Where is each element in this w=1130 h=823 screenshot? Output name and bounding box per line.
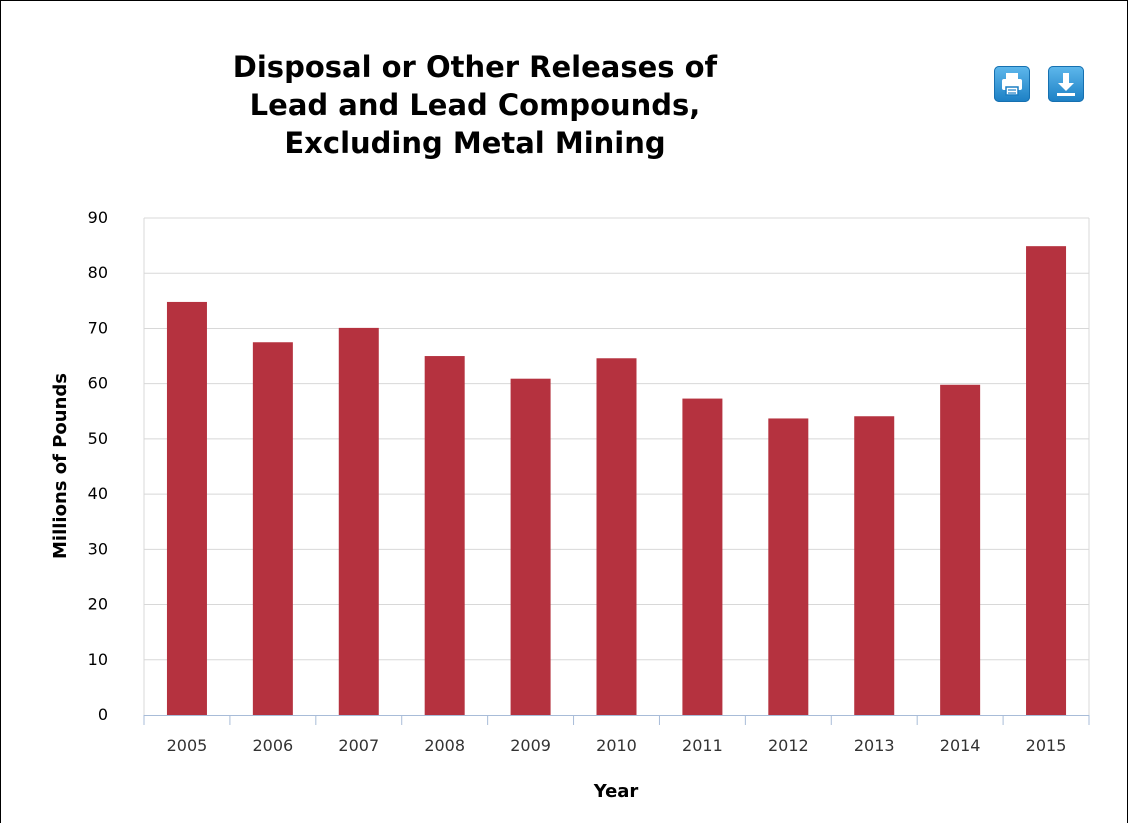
x-axis-title: Year: [593, 781, 639, 802]
y-tick-label: 60: [88, 374, 108, 393]
y-tick-label: 70: [88, 318, 108, 337]
y-axis-title: Millions of Pounds: [50, 373, 71, 559]
x-tick-label: 2006: [253, 736, 294, 755]
x-tick-label: 2005: [167, 736, 208, 755]
bar-2012[interactable]: [768, 418, 809, 715]
bar-2011[interactable]: [682, 398, 723, 715]
chart-title-line-1: Disposal or Other Releases of: [232, 50, 718, 84]
x-tick-label: 2015: [1026, 736, 1067, 755]
bar-2005[interactable]: [166, 301, 207, 715]
x-tick-label: 2009: [510, 736, 551, 755]
bars: [166, 246, 1067, 715]
y-tick-label: 80: [88, 263, 108, 282]
y-tick-label: 50: [88, 429, 108, 448]
x-tick-label: 2010: [596, 736, 637, 755]
bar-2014[interactable]: [940, 384, 981, 715]
chart-title-line-2: Lead and Lead Compounds,: [249, 88, 701, 122]
chart-title: Disposal or Other Releases of Lead and L…: [190, 48, 760, 162]
download-icon: [1057, 73, 1075, 96]
bar-2010[interactable]: [596, 358, 637, 715]
x-tick-label: 2014: [940, 736, 981, 755]
bar-2009[interactable]: [510, 378, 551, 715]
print-button[interactable]: [994, 66, 1030, 102]
x-tick-label: 2007: [338, 736, 379, 755]
bar-2013[interactable]: [854, 416, 895, 715]
x-tick-label: 2008: [424, 736, 465, 755]
y-tick-label: 20: [88, 595, 108, 614]
y-tick-label: 0: [98, 705, 108, 724]
chart-title-line-3: Excluding Metal Mining: [284, 126, 666, 160]
bar-2007[interactable]: [338, 327, 379, 715]
bar-2008[interactable]: [424, 356, 465, 715]
y-tick-label: 10: [88, 650, 108, 669]
bar-2006[interactable]: [252, 342, 293, 715]
x-tick-label: 2011: [682, 736, 723, 755]
print-icon: [1002, 73, 1022, 96]
y-tick-label: 30: [88, 539, 108, 558]
download-button[interactable]: [1048, 66, 1084, 102]
y-tick-label: 40: [88, 484, 108, 503]
y-tick-label: 90: [88, 208, 108, 227]
x-tick-label: 2012: [768, 736, 809, 755]
x-tick-label: 2013: [854, 736, 895, 755]
axes: 0 10 20 30 40 50 60 70 80 90 2005 2006 2007 2008 2009 2…: [88, 208, 1090, 755]
bar-2015[interactable]: [1026, 246, 1067, 715]
